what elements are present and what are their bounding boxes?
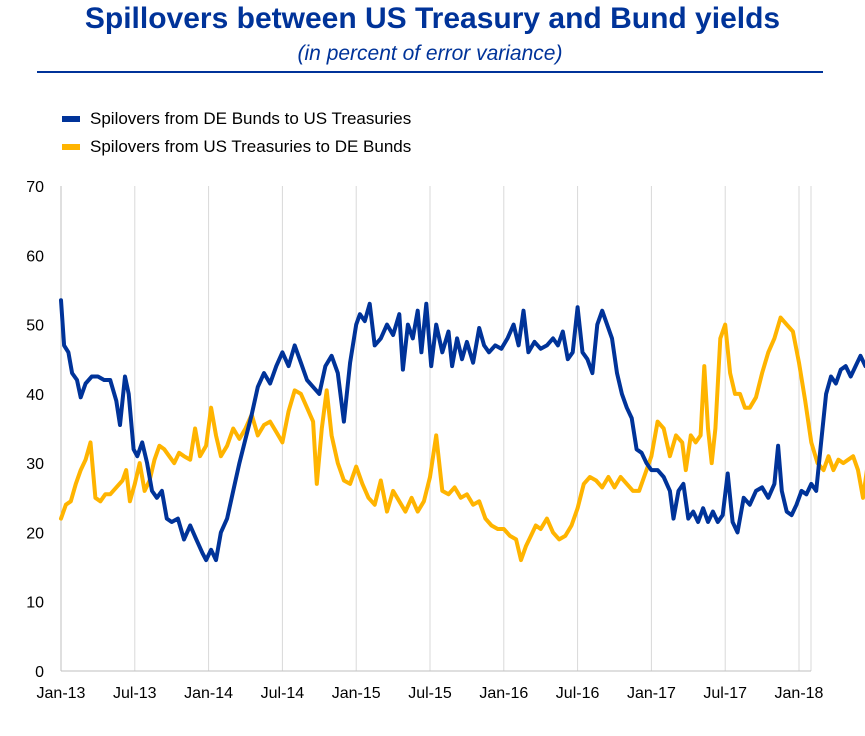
chart-title: Spillovers between US Treasury and Bund … xyxy=(84,2,781,35)
legend-label: Spilovers from US Treasuries to DE Bunds xyxy=(90,137,412,156)
x-tick-label: Jul-13 xyxy=(113,685,157,702)
y-tick-label: 60 xyxy=(26,248,44,265)
legend-item-treasuries-to-bunds: Spilovers from US Treasuries to DE Bunds xyxy=(62,133,411,161)
y-tick-label: 40 xyxy=(26,387,44,404)
x-tick-label: Jul-16 xyxy=(556,685,600,702)
x-tick-label: Jul-15 xyxy=(408,685,452,702)
x-tick-label: Jan-14 xyxy=(184,685,233,702)
y-tick-labels: 0 10 20 30 40 50 60 70 xyxy=(26,179,44,681)
chart-legend: Spilovers from DE Bunds to US Treasuries… xyxy=(62,105,411,161)
y-tick-label: 10 xyxy=(26,595,44,612)
chart-subtitle: (in percent of error variance) xyxy=(297,42,563,65)
y-tick-label: 20 xyxy=(26,525,44,542)
y-tick-label: 50 xyxy=(26,318,44,335)
x-tick-labels: Jan-13 Jul-13 Jan-14 Jul-14 Jan-15 Jul-15 Jan-… xyxy=(37,685,824,702)
legend-swatch-blue xyxy=(62,116,80,122)
series-line-treasuries-to-bunds xyxy=(59,315,865,563)
y-tick-label: 0 xyxy=(35,664,44,681)
y-tick-label: 70 xyxy=(26,179,44,196)
x-tick-label: Jul-14 xyxy=(261,685,305,702)
x-tick-label: Jan-13 xyxy=(37,685,86,702)
legend-item-bunds-to-treasuries: Spilovers from DE Bunds to US Treasuries xyxy=(62,105,411,133)
title-divider xyxy=(37,71,823,73)
x-tick-label: Jan-17 xyxy=(627,685,676,702)
y-tick-label: 30 xyxy=(26,456,44,473)
x-tick-label: Jan-15 xyxy=(332,685,381,702)
legend-swatch-yellow xyxy=(62,144,80,150)
series-lines xyxy=(59,298,865,563)
axes xyxy=(60,186,811,672)
x-tick-label: Jan-18 xyxy=(775,685,824,702)
legend-label: Spilovers from DE Bunds to US Treasuries xyxy=(90,109,412,128)
x-tick-label: Jul-17 xyxy=(703,685,747,702)
x-tick-label: Jan-16 xyxy=(479,685,528,702)
grid-lines xyxy=(134,186,812,671)
series-line-bunds-to-treasuries xyxy=(59,298,865,563)
